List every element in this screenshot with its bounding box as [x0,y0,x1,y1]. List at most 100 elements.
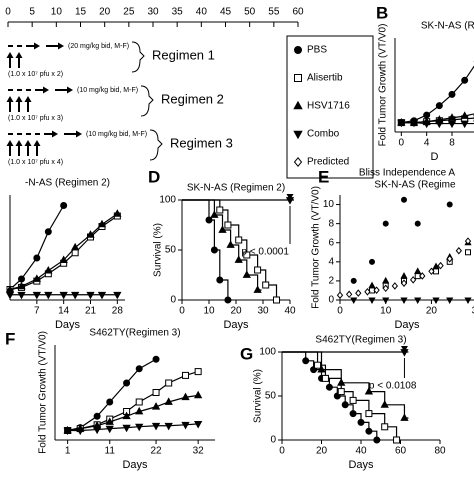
bracket [149,129,163,161]
marker [234,255,243,263]
marker [210,210,219,218]
panel-letter: G [240,344,253,363]
marker [86,230,95,238]
legend-label: HSV1716 [307,101,350,112]
arrowhead [6,52,14,58]
marker [368,297,376,305]
marker [224,221,232,229]
x-tick-label: 22 [150,446,162,457]
timeline-tick-label: 10 [51,7,63,18]
marker [349,396,357,404]
marker [293,130,303,140]
marker [194,368,202,376]
x-tick-label: 32 [193,446,205,457]
y-tick-label: 0 [270,435,276,446]
y-axis-label: Fold Tumor Growth (VT/V0) [378,24,389,147]
marker [464,237,472,245]
x-tick-label: 30 [257,306,269,317]
arrowhead [15,140,23,146]
legend-label: PBS [307,45,327,56]
marker [397,119,406,128]
series-line [282,351,381,441]
panel-title: SK-N-AS (Regi [421,21,474,32]
marker [71,291,80,300]
x-tick-label: 10 [203,306,215,317]
marker [369,258,375,265]
y-tick-label: 10 [323,199,335,210]
panel-title: Bliss Independence A [359,168,456,179]
marker [364,386,374,395]
marker [262,281,270,289]
y-axis-label: Fold Tumor Growth (VT/V0) [311,186,322,309]
marker [93,412,101,420]
y-tick-label: 0 [170,295,176,306]
drug-dose: (10 mg/kg bid, M-F) [77,87,138,94]
marker [235,236,243,244]
panel-letter: F [5,329,15,348]
x-tick-label: 40 [355,446,367,457]
marker [382,220,389,227]
bracket [140,85,154,117]
marker [432,262,440,270]
marker [460,111,469,119]
legend-label: Alisertib [307,73,343,84]
marker [164,397,173,405]
timeline-tick-label: 25 [123,7,135,18]
x-tick-label: 20 [426,306,438,317]
marker [17,281,26,290]
arrowhead [6,96,14,102]
marker [18,275,25,283]
arrowhead [33,140,41,146]
y-tick-label: 100 [259,347,276,358]
bracket [131,41,145,73]
regimen-name: Regimen 1 [152,47,215,62]
marker [357,418,365,426]
marker [325,383,333,391]
marker [59,255,68,263]
marker [409,119,419,128]
series-line [67,423,199,432]
x-tick-label: 4 [424,138,430,149]
timeline-tick-label: 20 [99,7,111,18]
x-tick-label: 0 [179,306,185,317]
x-tick-label: 80 [434,446,446,457]
marker [314,361,322,369]
x-tick-label: 14 [58,306,70,317]
arrowhead [24,96,32,102]
regimen-name: Regimen 3 [170,135,233,150]
marker [446,201,453,208]
panel-letter: E [318,167,329,186]
marker [135,365,143,373]
marker [273,296,280,304]
x-tick-label: 7 [34,306,40,317]
y-tick-label: 8 [328,218,334,229]
drug-dose: (10 mg/kg bid, M-F) [86,131,147,138]
marker [253,285,262,293]
x-axis-label: Days [223,319,249,331]
x-tick-label: 0 [399,138,405,149]
x-axis-label: Days [394,319,420,331]
marker [123,379,131,387]
marker [428,267,435,276]
arrowhead [67,86,73,94]
marker [218,225,227,233]
marker [226,240,235,248]
marker [164,422,173,431]
timeline-tick-label: 40 [196,7,208,18]
arrowhead [34,42,40,50]
marker [437,261,444,270]
y-tick-label: 0 [328,295,334,306]
marker [364,288,371,296]
marker [63,427,72,436]
marker [86,291,95,300]
marker [465,249,471,256]
x-tick-label: 0 [279,446,285,457]
timeline-tick-label: 15 [75,7,87,18]
marker [401,196,407,203]
marker [455,246,463,255]
marker [293,100,303,110]
marker [381,423,389,431]
marker [32,274,41,282]
marker [382,276,390,284]
